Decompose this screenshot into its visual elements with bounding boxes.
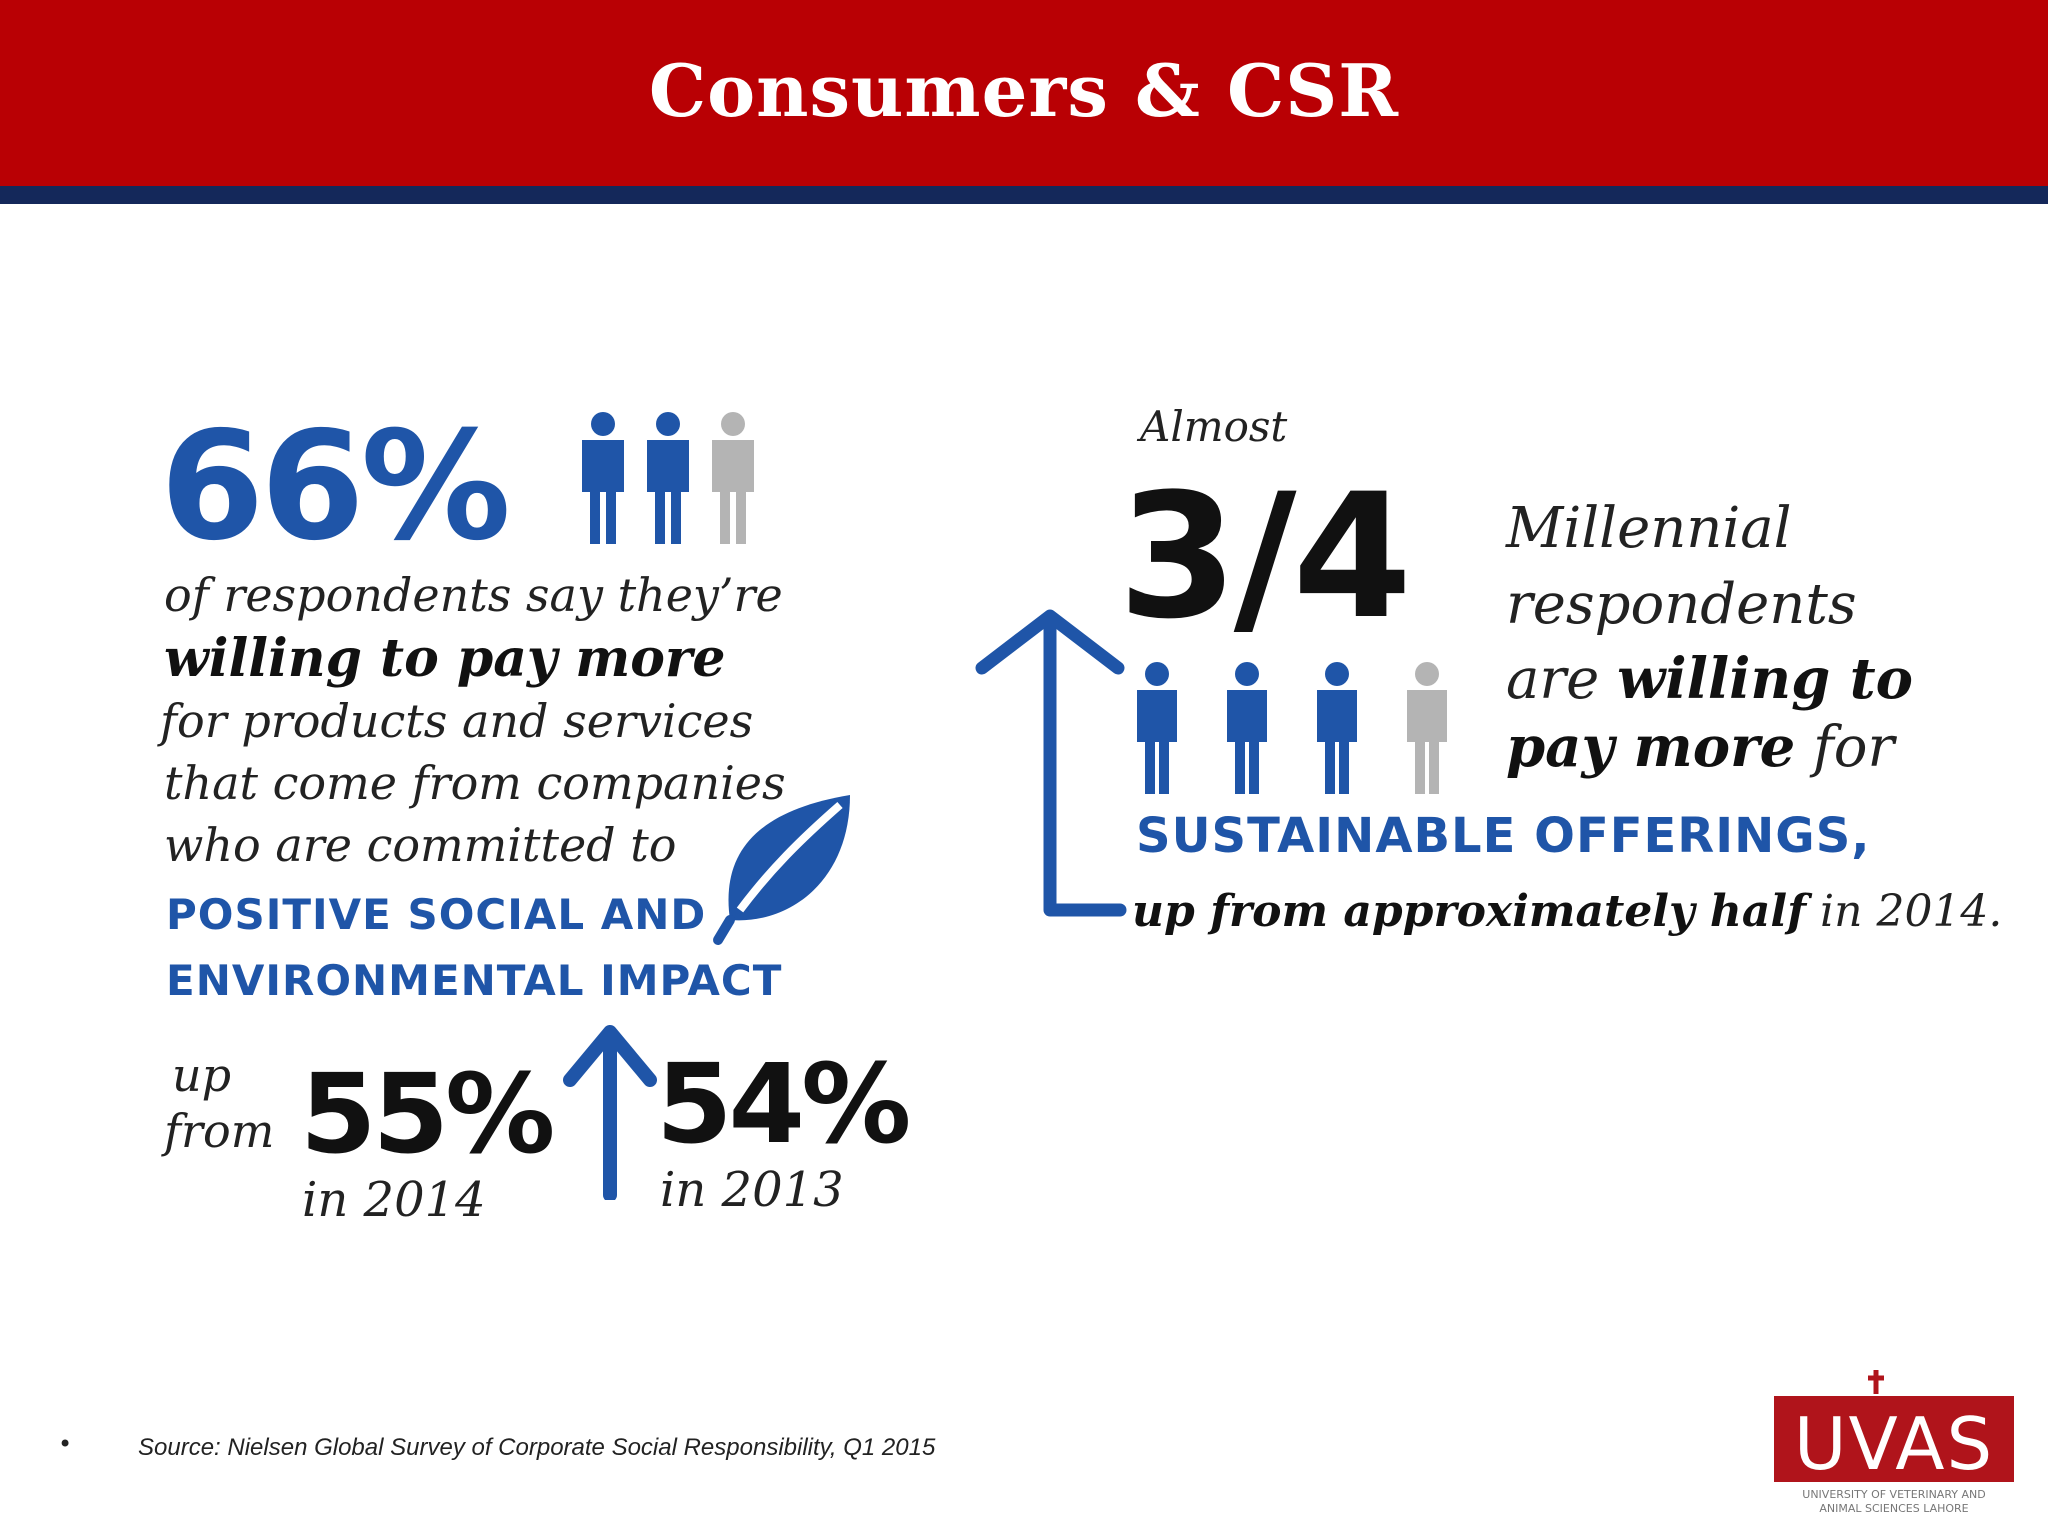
people-icons-2-of-3 (582, 412, 754, 544)
up-arrow-icon (563, 1025, 657, 1200)
left-text-bold: willing to pay more (164, 628, 726, 689)
left-text-line5: who are committed to (164, 818, 677, 872)
people-icons-3-of-4 (1137, 662, 1447, 794)
right-text-line3: are willing to (1506, 646, 1913, 712)
header-stripe (0, 186, 2048, 204)
right-text-millennial: Millennial (1506, 496, 1792, 561)
header-bar (0, 0, 2048, 186)
fraction-three-quarters: 3/4 (1118, 456, 1412, 657)
year-2013-label: in 2013 (660, 1162, 844, 1218)
left-text-line1: of respondents say they’re (164, 568, 783, 622)
slide-title: Consumers & CSR (648, 48, 1400, 133)
almost-label: Almost (1140, 402, 1288, 451)
stat-66-percent: 66% (160, 400, 511, 574)
left-text-line4: that come from companies (164, 756, 786, 810)
person-icon (1137, 662, 1177, 794)
uvas-logo-graphic: UVAS UNIVERSITY OF VETERINARY AND ANIMAL… (1774, 1370, 2014, 1515)
right-bottom-line: up from approximately half in 2014. (1132, 886, 2003, 937)
person-icon (1317, 662, 1357, 794)
bullet: • (58, 1430, 73, 1458)
left-caps-line1: POSITIVE SOCIAL AND (166, 890, 707, 939)
caduceus-icon (1868, 1370, 1884, 1394)
person-icon (1227, 662, 1267, 794)
leaf-icon (713, 795, 850, 945)
stat-54-percent: 54% (656, 1040, 911, 1168)
up-elbow-arrow-icon (975, 609, 1127, 917)
right-caps-sustainable: SUSTAINABLE OFFERINGS, (1136, 808, 1871, 864)
person-icon (712, 412, 754, 544)
person-icon (647, 412, 689, 544)
right-text-respondents: respondents (1506, 572, 1857, 637)
person-icon (582, 412, 624, 544)
uvas-logo-wordmark: UVAS (1794, 1402, 1994, 1486)
uvas-subtitle-1: UNIVERSITY OF VETERINARY AND (1802, 1488, 1985, 1501)
right-text-line4: pay more for (1506, 714, 1895, 780)
up-label: up (172, 1048, 232, 1102)
uvas-logo: UVAS UNIVERSITY OF VETERINARY AND ANIMAL… (1772, 1366, 2016, 1516)
stat-55-percent: 55% (300, 1050, 555, 1178)
left-text-line3: for products and services (160, 694, 754, 748)
person-icon (1407, 662, 1447, 794)
source-citation: Source: Nielsen Global Survey of Corpora… (138, 1434, 936, 1461)
year-2014-label: in 2014 (302, 1172, 486, 1228)
uvas-subtitle-2: ANIMAL SCIENCES LAHORE (1819, 1502, 1968, 1515)
from-label: from (164, 1104, 275, 1158)
left-caps-line2: ENVIRONMENTAL IMPACT (166, 956, 783, 1005)
